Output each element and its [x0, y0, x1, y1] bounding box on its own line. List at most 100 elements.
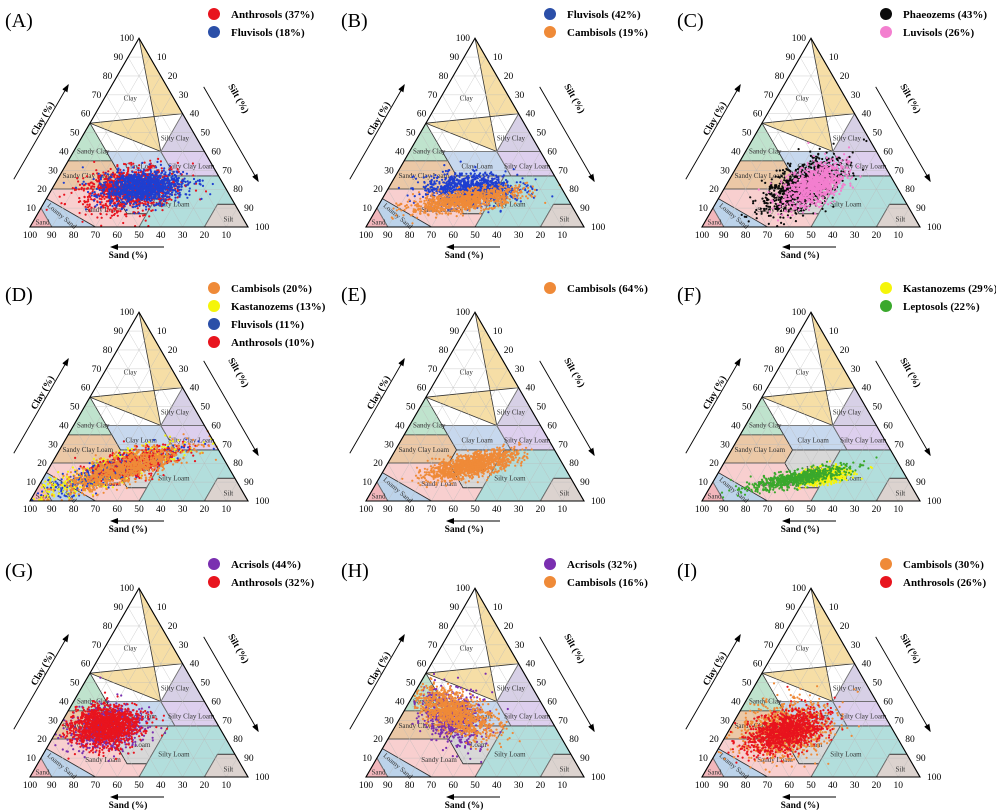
data-point [460, 209, 463, 212]
silt-tick: 10 [157, 53, 167, 63]
data-point [115, 205, 118, 208]
data-point [483, 175, 486, 178]
data-point [526, 191, 529, 194]
data-point [74, 186, 78, 189]
data-point [192, 177, 196, 181]
data-point [504, 170, 507, 173]
region-label-silty-clay-loam: Silty Clay Loam [504, 163, 551, 171]
data-point [118, 174, 121, 177]
data-point [167, 198, 170, 201]
data-point [852, 174, 855, 177]
data-point [131, 188, 135, 191]
data-point [467, 204, 470, 207]
data-point [176, 196, 179, 199]
data-point [103, 183, 106, 187]
data-point [151, 164, 154, 167]
data-point [482, 173, 485, 176]
data-point [480, 193, 483, 196]
data-point [116, 171, 119, 174]
data-point [130, 163, 133, 166]
data-point [141, 198, 144, 201]
data-point [453, 188, 456, 191]
data-point [442, 208, 445, 211]
data-point [482, 183, 485, 186]
region-label-silt: Silt [560, 215, 570, 223]
data-point [471, 202, 474, 205]
data-point [477, 199, 480, 202]
data-point [79, 200, 82, 203]
data-point [128, 191, 131, 194]
data-point [449, 194, 452, 197]
data-point [405, 204, 408, 207]
data-point [424, 209, 427, 212]
data-point [102, 189, 105, 193]
clay-tick: 70 [428, 91, 438, 101]
data-point [767, 214, 771, 217]
data-point [467, 180, 470, 183]
data-point [459, 197, 463, 201]
data-point [481, 181, 484, 185]
data-point [86, 206, 90, 209]
data-point [159, 204, 162, 207]
data-point [461, 204, 465, 207]
data-point [423, 181, 426, 184]
data-point [147, 208, 150, 211]
legend-marker [208, 26, 220, 38]
data-point [461, 214, 464, 217]
data-point [467, 174, 470, 178]
data-point [487, 185, 490, 188]
data-point [137, 169, 140, 172]
data-point [515, 181, 518, 184]
data-point [142, 214, 145, 217]
data-point [146, 203, 149, 206]
sand-tick: 40 [492, 231, 502, 241]
data-point [450, 198, 454, 201]
clay-tick: 70 [92, 91, 102, 101]
data-point [437, 204, 440, 207]
data-point [395, 214, 398, 217]
data-point [121, 207, 124, 210]
clay-tick: 10 [362, 204, 372, 214]
data-point [151, 209, 154, 212]
data-point [471, 191, 474, 194]
data-point [128, 187, 131, 190]
data-point [71, 187, 74, 190]
data-point [488, 172, 492, 175]
data-point [484, 189, 487, 193]
data-point [117, 185, 120, 188]
data-point [178, 188, 181, 191]
data-point [127, 166, 130, 169]
data-point [456, 192, 459, 195]
data-point [161, 204, 164, 207]
data-point [479, 172, 482, 175]
data-point [485, 201, 488, 204]
data-point [447, 212, 450, 215]
data-point [78, 197, 81, 200]
data-point [487, 195, 490, 198]
data-point [135, 186, 138, 189]
data-point [453, 176, 456, 179]
data-point [159, 160, 162, 163]
data-point [410, 214, 413, 217]
data-point [525, 195, 528, 198]
data-point [102, 171, 105, 174]
data-point [534, 188, 537, 191]
data-point [116, 164, 119, 167]
data-point [157, 188, 160, 191]
data-point [106, 207, 109, 210]
data-point [172, 170, 175, 173]
data-point [461, 192, 465, 195]
data-point [821, 157, 824, 161]
data-point [479, 196, 483, 199]
grid-line [226, 208, 238, 228]
region-label-clay: Clay [124, 95, 138, 103]
data-point [458, 172, 461, 175]
data-point [809, 160, 812, 163]
data-point [135, 171, 138, 174]
data-point [154, 177, 157, 180]
data-point [146, 169, 149, 172]
data-point [173, 177, 176, 180]
data-point [448, 201, 451, 204]
grid-line [182, 170, 216, 228]
data-point [465, 207, 469, 210]
